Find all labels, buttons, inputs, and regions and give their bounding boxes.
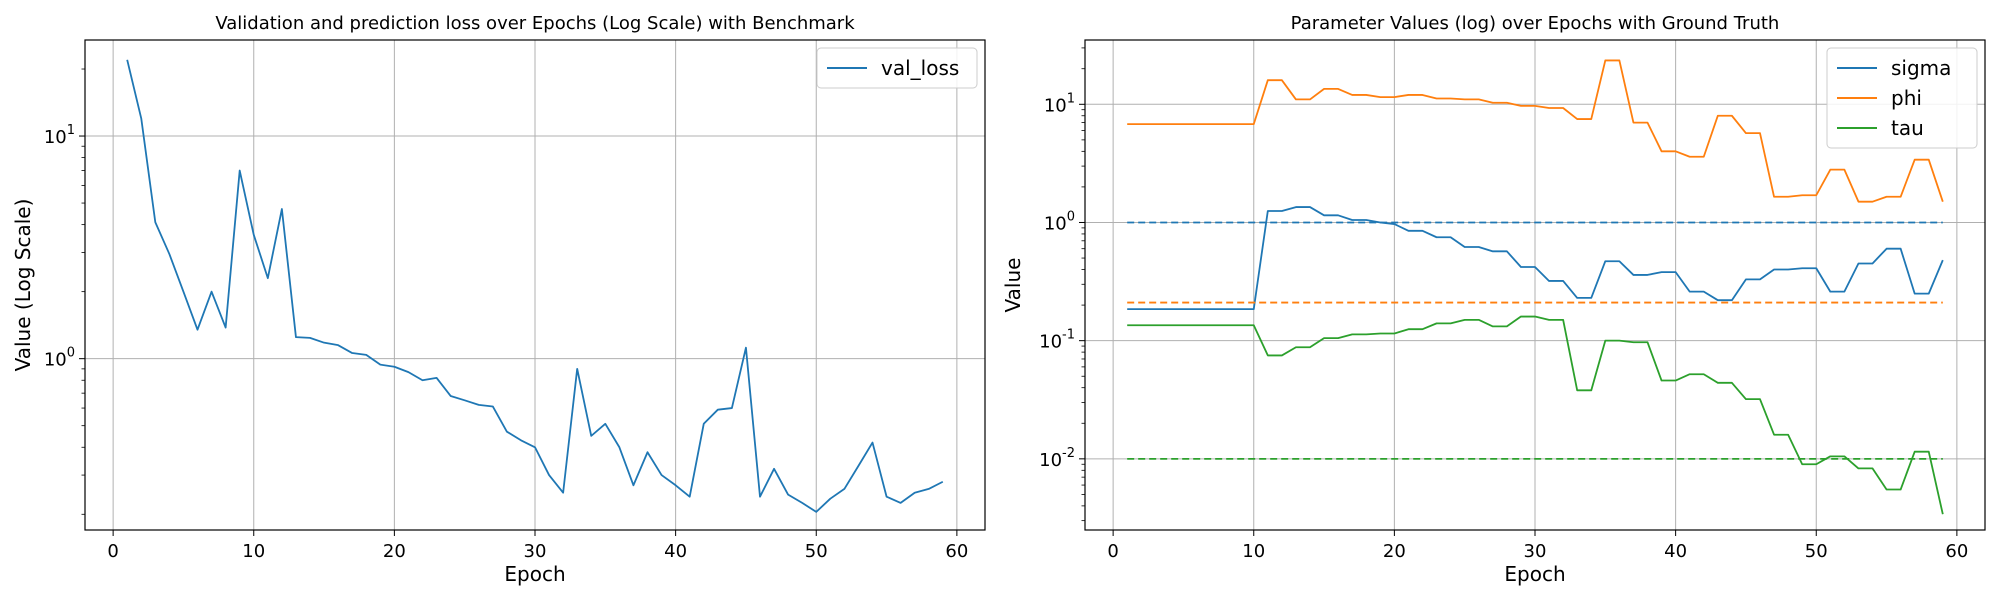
loss-xtick-label-60: 60 <box>945 541 968 562</box>
loss-xtick-label-50: 50 <box>805 541 828 562</box>
param-legend-label-sigma: sigma <box>1891 56 1951 80</box>
parameter-chart-series <box>1127 59 1944 515</box>
loss-chart-xlabel: Epoch <box>504 562 565 586</box>
parameter-chart-xlabel: Epoch <box>1504 562 1565 586</box>
param-ytick-label-3: 101 <box>1044 91 1075 116</box>
param-xtick-label-0: 0 <box>1107 541 1118 562</box>
param-legend-label-tau: tau <box>1891 116 1924 140</box>
parameter-chart-title: Parameter Values (log) over Epochs with … <box>1291 13 1780 34</box>
param-series-phi <box>1127 59 1944 203</box>
loss-chart-ticks: 0 10 20 30 40 50 60 100 101 <box>44 68 968 562</box>
loss-xtick-label-30: 30 <box>524 541 547 562</box>
param-legend-box <box>1826 47 1978 149</box>
loss-ytick-label-1: 101 <box>44 123 75 148</box>
loss-xtick-label-10: 10 <box>242 541 265 562</box>
loss-xtick-label-40: 40 <box>664 541 687 562</box>
param-legend-label-phi: phi <box>1891 86 1922 110</box>
parameter-chart-ticks: 0 10 20 30 40 50 60 10-2 10-1 100 101 <box>1039 47 1968 562</box>
loss-series-val_loss <box>126 59 944 513</box>
loss-ytick-label-0: 100 <box>44 346 75 371</box>
loss-xtick-label-0: 0 <box>107 541 118 562</box>
loss-chart-grid <box>85 40 985 530</box>
parameter-chart-legend: sigma phi tau <box>1826 47 1978 149</box>
loss-chart-ylabel: Value (Log Scale) <box>11 199 35 372</box>
loss-legend-label-val_loss: val_loss <box>881 56 959 80</box>
parameter-chart-ylabel: Value <box>1001 258 1025 313</box>
loss-chart: Validation and prediction loss over Epoc… <box>11 13 986 586</box>
param-series-sigma <box>1127 206 1944 310</box>
param-series-tau <box>1127 315 1944 515</box>
param-ytick-label-0: 10-2 <box>1039 446 1075 471</box>
param-ytick-label-1: 10-1 <box>1039 328 1075 353</box>
loss-legend-box <box>816 47 978 89</box>
param-xtick-label-20: 20 <box>1383 541 1406 562</box>
param-xtick-label-40: 40 <box>1664 541 1687 562</box>
loss-xtick-label-20: 20 <box>383 541 406 562</box>
parameter-chart: Parameter Values (log) over Epochs with … <box>1001 13 1986 586</box>
param-xtick-label-10: 10 <box>1242 541 1265 562</box>
param-xtick-label-50: 50 <box>1805 541 1828 562</box>
loss-chart-series <box>126 59 944 513</box>
loss-chart-legend: val_loss <box>816 47 978 89</box>
loss-chart-title: Validation and prediction loss over Epoc… <box>215 13 855 34</box>
param-xtick-label-30: 30 <box>1524 541 1547 562</box>
param-xtick-label-60: 60 <box>1945 541 1968 562</box>
param-ytick-label-2: 100 <box>1044 209 1075 234</box>
